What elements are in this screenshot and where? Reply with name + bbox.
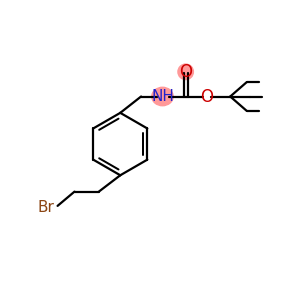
Text: O: O [179,63,192,81]
Text: O: O [201,88,214,106]
Ellipse shape [178,64,194,80]
Text: NH: NH [151,89,174,104]
Text: Br: Br [38,200,55,214]
Ellipse shape [152,87,173,106]
